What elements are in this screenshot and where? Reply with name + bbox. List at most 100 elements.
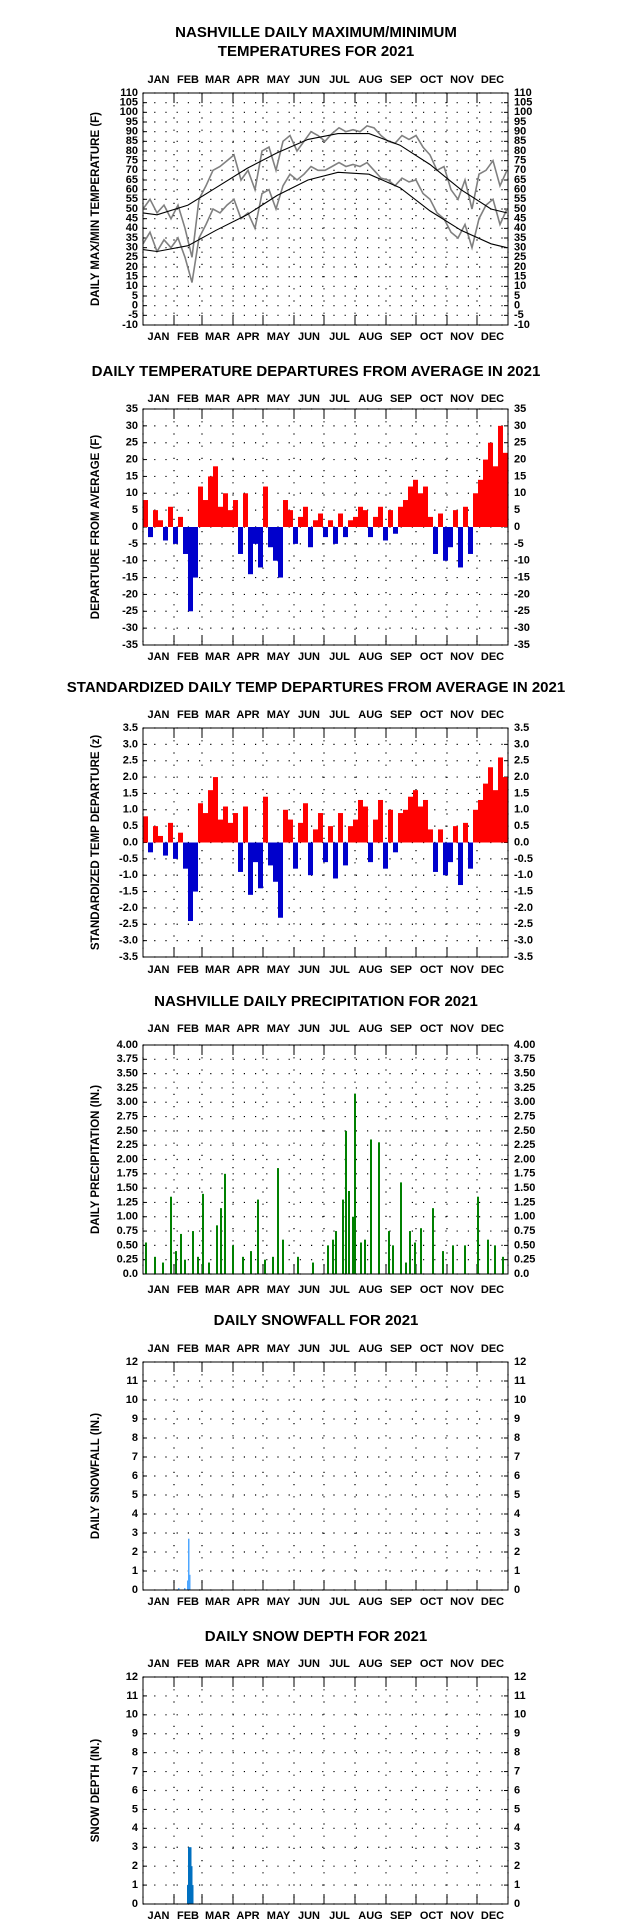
month-label: DEC	[481, 1023, 504, 1035]
y2-tick-label: 50	[514, 203, 526, 215]
chart-title: STANDARDIZED DAILY TEMP DEPARTURES FROM …	[67, 679, 565, 696]
y2-tick-label: 110	[514, 87, 532, 99]
plot-frame	[142, 408, 509, 646]
bar	[188, 527, 193, 612]
month-label: DEC	[481, 393, 504, 405]
bar	[188, 1538, 190, 1590]
bar	[163, 842, 168, 856]
bar	[145, 1242, 147, 1274]
month-label: JUN	[298, 709, 320, 721]
bar	[283, 500, 288, 527]
y-tick-label: -25	[122, 605, 138, 617]
bar	[223, 806, 228, 843]
y2-tick-label: 4.00	[514, 1039, 535, 1051]
y-tick-label: 20	[126, 261, 138, 273]
bar	[364, 1239, 366, 1274]
month-label: APR	[236, 1343, 259, 1355]
y2-tick-label: -20	[514, 588, 530, 600]
y2-tick-label: 20	[514, 261, 526, 273]
month-label: APR	[236, 651, 259, 663]
month-label: JAN	[147, 1658, 169, 1670]
y2-tick-label: 2.75	[514, 1110, 535, 1122]
y-tick-label: 40	[126, 222, 138, 234]
y2-tick-label: -2.5	[514, 918, 533, 930]
month-label: FEB	[177, 74, 199, 86]
bar	[323, 842, 328, 863]
y-tick-label: 80	[126, 145, 138, 157]
bar	[343, 842, 348, 866]
bar	[343, 527, 348, 538]
bar	[370, 1139, 372, 1274]
month-label: DEC	[481, 1910, 504, 1922]
month-label: SEP	[390, 331, 412, 343]
month-label: OCT	[420, 1910, 444, 1922]
y2-tick-label: 1.5	[514, 787, 529, 799]
bar	[448, 842, 453, 863]
y-tick-label: 0.0	[123, 836, 138, 848]
y-tick-label: 1.5	[123, 787, 138, 799]
y-tick-label: 60	[126, 184, 138, 196]
month-label: MAR	[205, 393, 230, 405]
bar	[175, 1251, 177, 1274]
bar	[464, 1245, 466, 1274]
y-axis-label: DAILY SNOWFALL (IN.)	[90, 1413, 102, 1539]
bar	[478, 479, 483, 527]
plot-frame	[142, 92, 509, 326]
bar	[218, 506, 223, 527]
bar	[348, 1190, 350, 1274]
y2-tick-label: 80	[514, 145, 526, 157]
y-axis-label: DEPARTURE FROM AVERAGE (F)	[90, 435, 102, 620]
month-label: AUG	[358, 393, 382, 405]
y2-tick-label: -30	[514, 622, 530, 634]
chart-title: TEMPERATURES FOR 2021	[218, 43, 414, 60]
y2-tick-label: 60	[514, 184, 526, 196]
month-label: MAR	[205, 331, 230, 343]
y2-tick-label: 1	[514, 1879, 520, 1891]
month-label: MAY	[267, 964, 291, 976]
bar	[213, 777, 218, 843]
bar	[293, 842, 298, 869]
bar	[158, 520, 163, 527]
bar	[233, 813, 238, 843]
bar	[218, 819, 223, 843]
y2-tick-label: 3.50	[514, 1068, 535, 1080]
month-label: JAN	[147, 393, 169, 405]
bar	[368, 842, 373, 863]
y-tick-label: 0	[132, 300, 138, 312]
month-label: NOV	[450, 74, 475, 86]
bar	[358, 506, 363, 527]
month-label: FEB	[177, 709, 199, 721]
bar	[162, 1262, 164, 1274]
y2-tick-label: 3.00	[514, 1096, 535, 1108]
month-label: FEB	[177, 393, 199, 405]
bar	[187, 1885, 189, 1904]
month-label: APR	[236, 1596, 259, 1608]
bar	[223, 493, 228, 527]
bar	[328, 826, 333, 843]
y2-tick-label: 30	[514, 242, 526, 254]
y2-tick-label: 2.25	[514, 1139, 535, 1151]
chart-title: DAILY SNOWFALL FOR 2021	[214, 1312, 419, 1329]
y-tick-label: 30	[126, 420, 138, 432]
y-tick-label: 0.75	[117, 1225, 138, 1237]
y-tick-label: 30	[126, 242, 138, 254]
y-tick-label: -30	[122, 622, 138, 634]
month-label: APR	[236, 393, 259, 405]
y-tick-label: 12	[126, 1356, 138, 1368]
bar	[458, 842, 463, 886]
chart-title: DAILY SNOW DEPTH FOR 2021	[205, 1628, 428, 1645]
y2-tick-label: 1.75	[514, 1168, 535, 1180]
month-label: SEP	[390, 74, 412, 86]
month-label: JUN	[298, 1910, 320, 1922]
month-label: JUN	[298, 651, 320, 663]
y-tick-label: 9	[132, 1413, 138, 1425]
bar	[448, 527, 453, 548]
bar	[184, 1588, 186, 1590]
y2-tick-label: 35	[514, 232, 526, 244]
y-tick-label: 45	[126, 213, 138, 225]
month-label: JUL	[329, 1658, 350, 1670]
y2-tick-label: 4	[514, 1822, 521, 1834]
plot-frame	[142, 1044, 509, 1275]
y-tick-label: -10	[122, 555, 138, 567]
month-label: AUG	[358, 1910, 382, 1922]
